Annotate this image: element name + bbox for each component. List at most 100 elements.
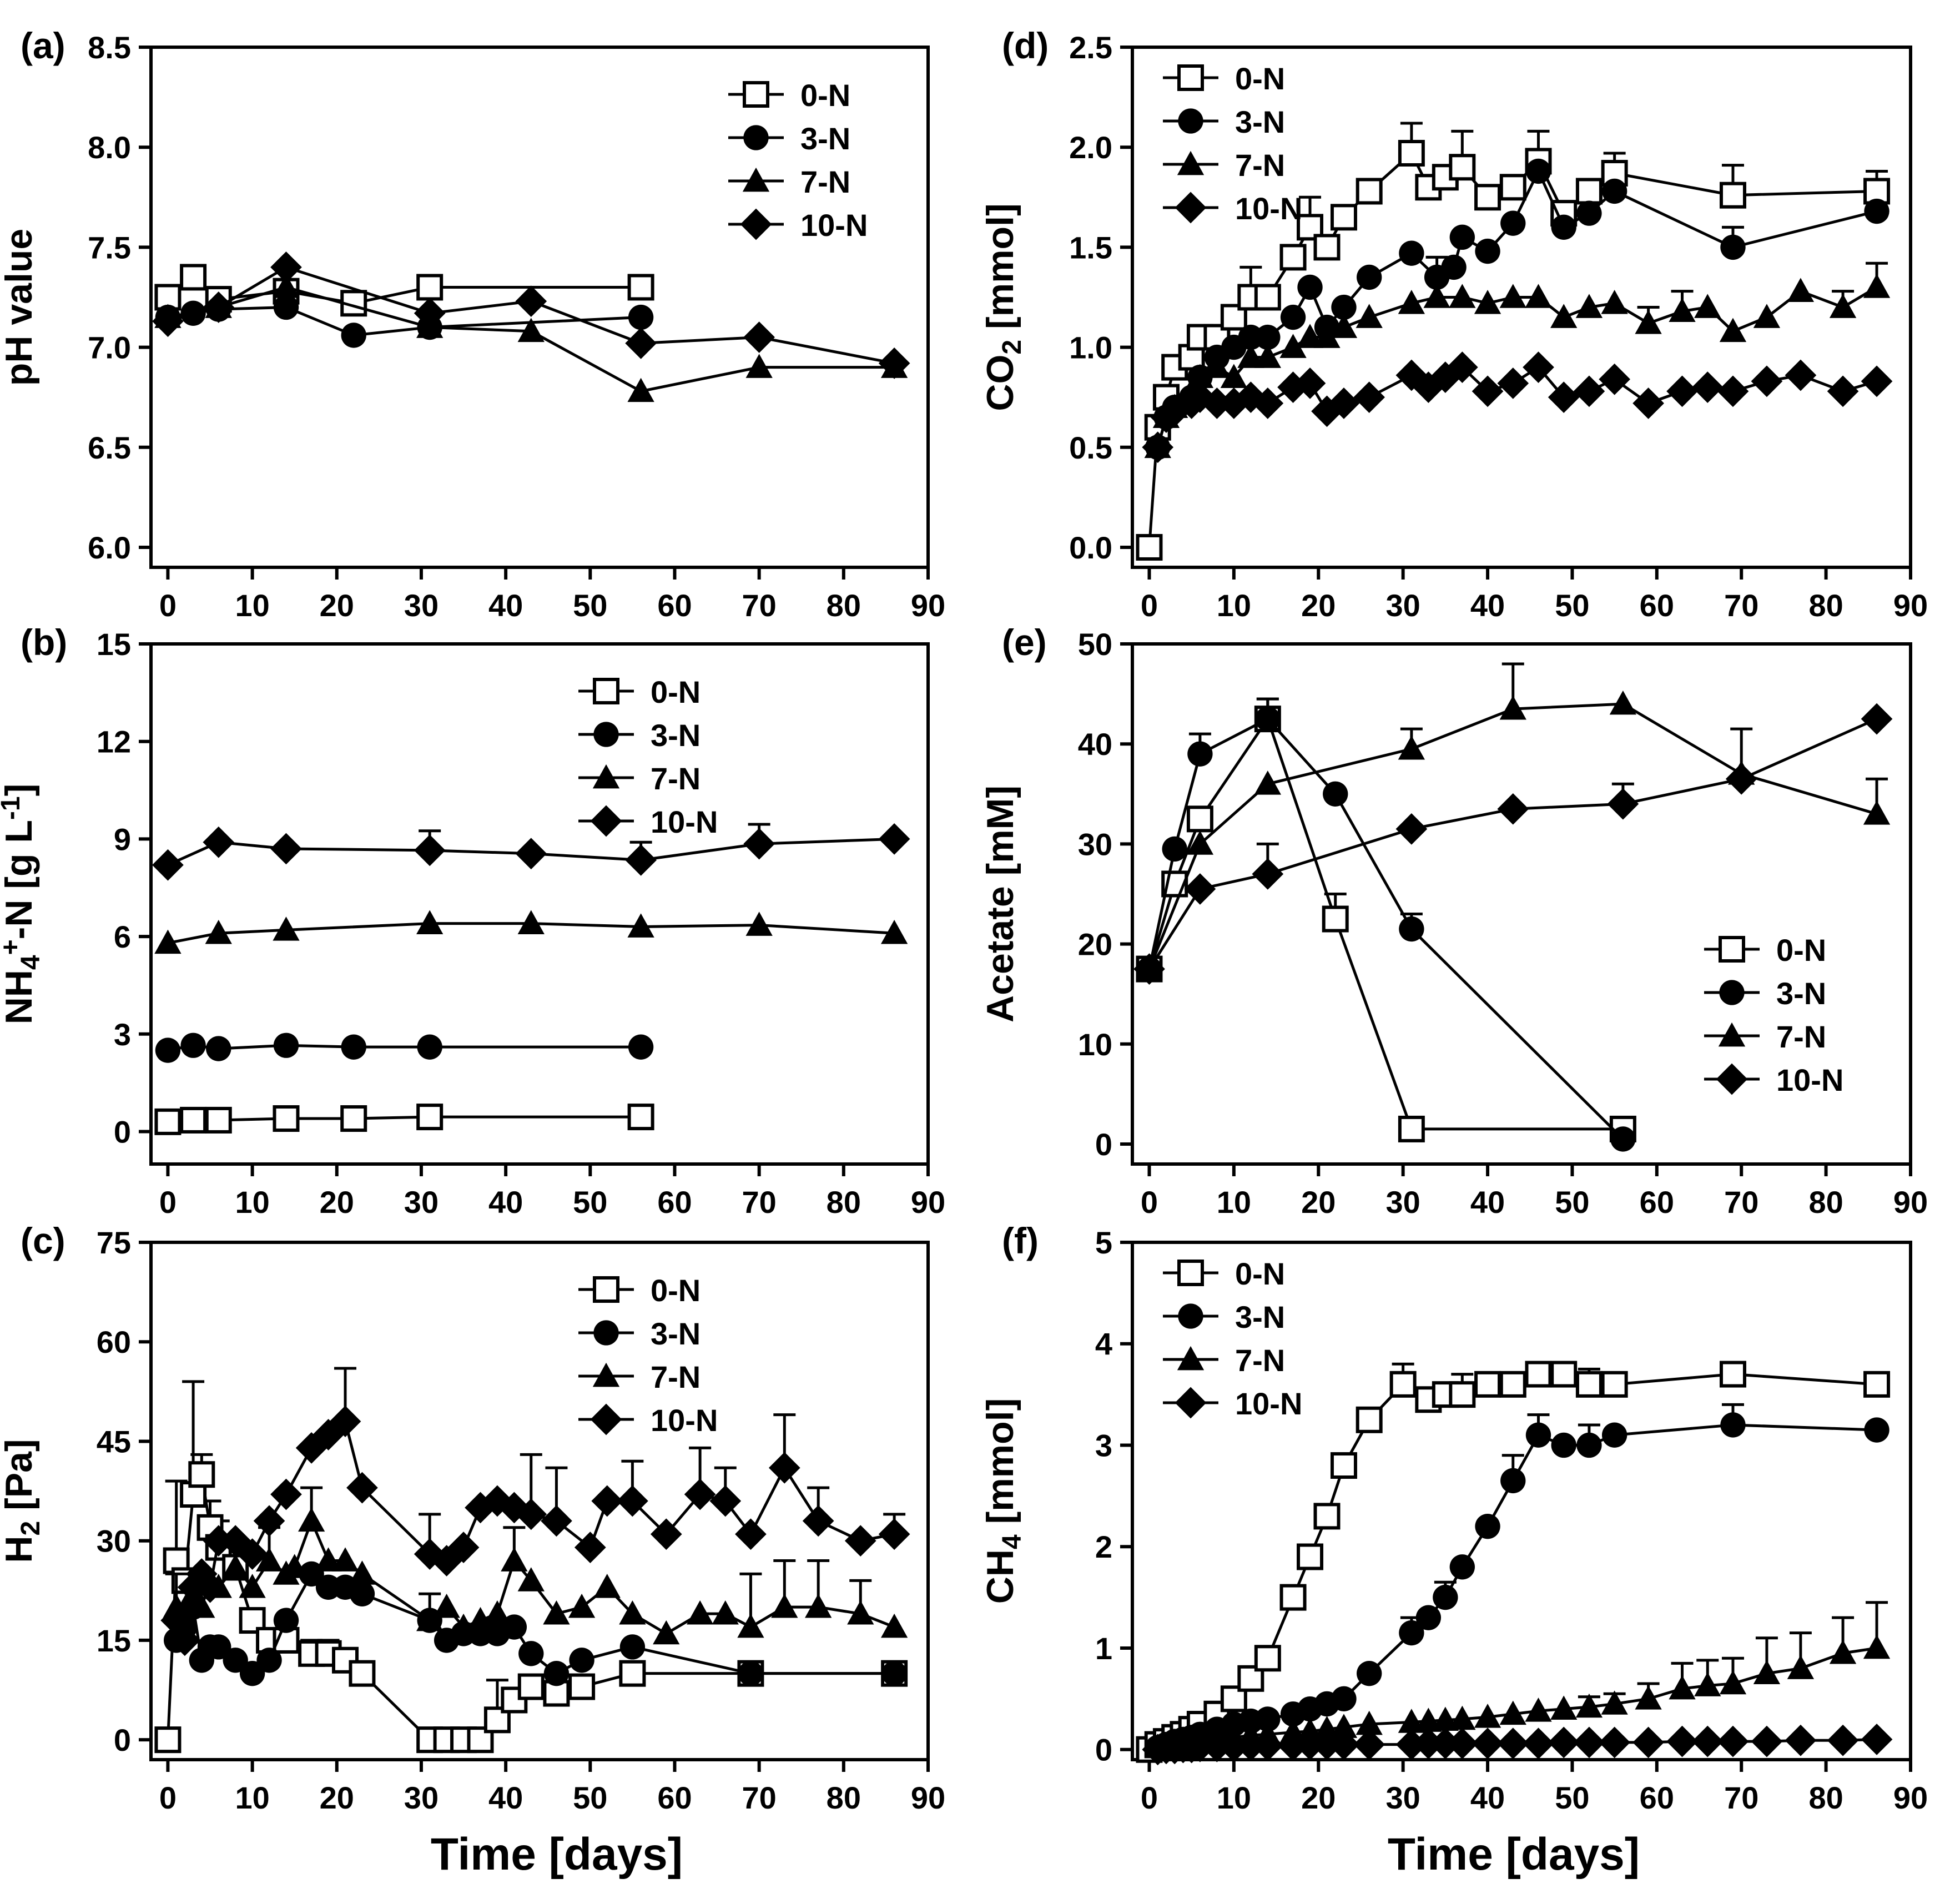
legend-marker bbox=[1177, 1260, 1204, 1286]
x-tick-label: 90 bbox=[1893, 1780, 1928, 1815]
series-10-N bbox=[1142, 1724, 1893, 1766]
legend-marker bbox=[1177, 64, 1204, 91]
data-point bbox=[847, 1600, 874, 1625]
data-point bbox=[236, 1538, 268, 1570]
data-point bbox=[743, 321, 775, 353]
data-point bbox=[1449, 1554, 1475, 1580]
panel-label: (e) bbox=[1002, 622, 1047, 663]
data-point bbox=[1389, 1371, 1417, 1398]
chart-panel: 0 10 20 30 40 50 60 70 80 90 0.0 0.5 1.0 1.5 2.0 2.5 (d)… bbox=[979, 25, 1928, 623]
data-point bbox=[628, 304, 654, 330]
data-point bbox=[1861, 703, 1893, 735]
data-point bbox=[1398, 290, 1425, 314]
data-point bbox=[203, 291, 235, 323]
data-point bbox=[1691, 371, 1724, 404]
x-tick-label: 40 bbox=[488, 1185, 523, 1220]
data-point bbox=[1474, 290, 1501, 314]
legend-label: 7-N bbox=[1235, 148, 1285, 183]
data-point bbox=[273, 1105, 300, 1132]
series-0-N bbox=[154, 1104, 654, 1135]
data-point bbox=[349, 1560, 376, 1585]
legend-marker bbox=[743, 125, 769, 150]
data-point bbox=[1548, 1726, 1580, 1759]
data-point bbox=[1550, 1695, 1578, 1720]
data-point bbox=[329, 1406, 361, 1437]
data-point bbox=[1720, 234, 1746, 260]
data-point bbox=[1523, 351, 1554, 383]
series-7-N bbox=[1144, 261, 1891, 459]
data-point bbox=[738, 1660, 764, 1686]
data-point bbox=[1136, 533, 1163, 561]
data-point bbox=[270, 1478, 302, 1510]
data-point bbox=[1475, 238, 1500, 264]
data-point bbox=[1694, 294, 1721, 318]
data-point bbox=[1313, 1503, 1341, 1530]
data-point bbox=[1601, 1371, 1628, 1398]
series-line bbox=[1148, 717, 1624, 1140]
legend-label: 3-N bbox=[1235, 104, 1285, 139]
data-point bbox=[270, 251, 302, 283]
data-point bbox=[1575, 1693, 1603, 1718]
legend-marker bbox=[742, 167, 770, 192]
data-point bbox=[1313, 234, 1341, 261]
x-tick-label: 20 bbox=[1301, 1185, 1336, 1220]
data-point bbox=[1609, 690, 1637, 715]
x-tick-label: 20 bbox=[1301, 1780, 1336, 1815]
legend-marker bbox=[1178, 108, 1203, 134]
data-point bbox=[745, 911, 773, 936]
data-point bbox=[1575, 178, 1603, 205]
y-tick-label: 3 bbox=[114, 1017, 131, 1052]
x-tick-label: 30 bbox=[404, 1780, 439, 1815]
y-tick-label: 1.5 bbox=[1069, 230, 1112, 265]
data-point bbox=[1356, 304, 1383, 328]
y-tick-label: 1.0 bbox=[1069, 330, 1112, 365]
data-point bbox=[880, 920, 908, 944]
legend-marker bbox=[593, 678, 619, 704]
panel-label: (f) bbox=[1002, 1220, 1039, 1261]
data-point bbox=[1632, 387, 1664, 419]
x-tick-label: 80 bbox=[827, 1780, 861, 1815]
data-point bbox=[416, 274, 444, 301]
data-point bbox=[1863, 274, 1891, 298]
series-line bbox=[167, 275, 641, 305]
y-tick-label: 1 bbox=[1095, 1631, 1112, 1666]
x-tick-label: 60 bbox=[1640, 1780, 1674, 1815]
data-point bbox=[1694, 1672, 1721, 1696]
x-tick-label: 0 bbox=[159, 1185, 177, 1220]
chart-panel: 0 10 20 30 40 50 60 70 80 90 0 15 30 45 60 75 (c) H2 [Pa]… bbox=[0, 1220, 945, 1815]
data-point bbox=[1499, 284, 1526, 308]
data-point bbox=[1357, 264, 1382, 290]
data-point bbox=[1719, 318, 1747, 342]
data-point bbox=[745, 354, 773, 378]
data-point bbox=[1827, 1724, 1859, 1756]
y-tick-label: 2 bbox=[1095, 1529, 1112, 1564]
legend-marker bbox=[1177, 150, 1205, 175]
data-point bbox=[593, 1574, 621, 1598]
data-point bbox=[1599, 1726, 1630, 1759]
x-tick-label: 60 bbox=[657, 1780, 692, 1815]
data-point bbox=[1575, 1371, 1603, 1398]
x-tick-label: 60 bbox=[657, 588, 692, 623]
y-tick-label: 0.5 bbox=[1069, 430, 1112, 465]
data-point bbox=[1356, 1406, 1383, 1433]
data-point bbox=[1474, 1704, 1501, 1728]
data-point bbox=[273, 1608, 299, 1633]
legend-label: 0-N bbox=[800, 78, 850, 113]
data-point bbox=[416, 1104, 444, 1131]
data-point bbox=[1449, 284, 1476, 308]
data-point bbox=[180, 264, 207, 291]
data-point bbox=[686, 1600, 714, 1625]
data-point bbox=[1472, 1727, 1504, 1760]
data-point bbox=[416, 1606, 444, 1631]
panels: 0 10 20 30 40 50 60 70 80 906.06.57.07.58.08.5(a)… bbox=[0, 25, 1928, 1815]
data-point bbox=[1415, 1605, 1442, 1630]
x-axis-title-left: Time [days] bbox=[431, 1829, 683, 1880]
data-point bbox=[1356, 178, 1383, 205]
data-point bbox=[1277, 1730, 1309, 1761]
legend-marker bbox=[1175, 1387, 1207, 1419]
data-point bbox=[1237, 1665, 1264, 1692]
data-point bbox=[1599, 363, 1630, 395]
x-tick-label: 10 bbox=[1217, 1185, 1251, 1220]
data-point bbox=[1635, 310, 1662, 334]
